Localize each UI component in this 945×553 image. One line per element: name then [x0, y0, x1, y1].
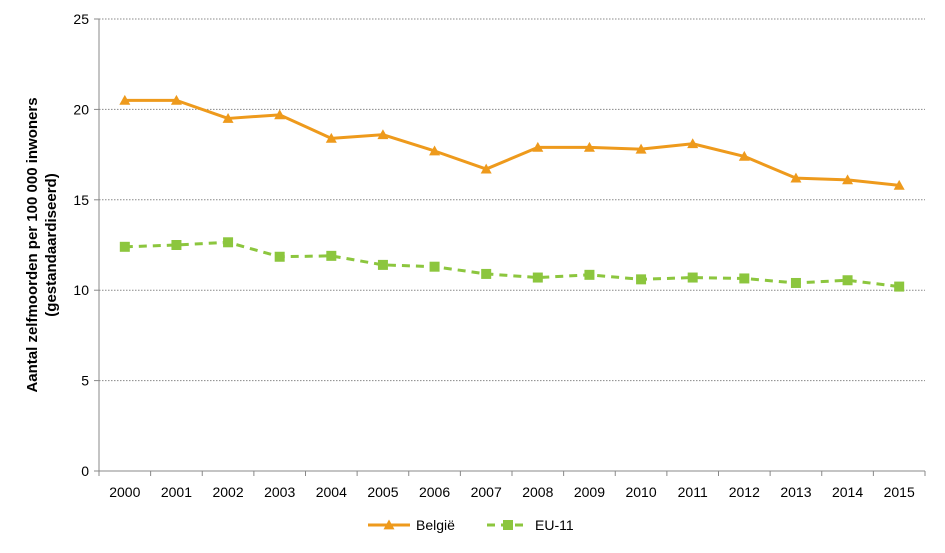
x-tick-label: 2014: [832, 484, 863, 500]
data-point-eu-11: [790, 277, 801, 288]
series-layer: [119, 94, 905, 292]
x-tick-label: 2000: [109, 484, 140, 500]
x-tick-label: 2004: [316, 484, 347, 500]
data-point-eu-11: [584, 269, 595, 280]
data-point-eu-11: [171, 240, 182, 250]
data-point-belgi-: [429, 145, 441, 156]
x-tick-label: 2013: [780, 484, 811, 500]
y-tick-label: 5: [81, 373, 89, 389]
y-tick-label: 15: [73, 192, 89, 208]
data-point-eu-11: [687, 272, 698, 283]
data-point-eu-11: [326, 250, 337, 261]
legend: België EU-11: [368, 517, 574, 533]
y-axis-label-line1: Aantal zelfmoorden per 100 000 inwoners: [24, 97, 41, 392]
x-tick-label: 2006: [419, 484, 450, 500]
data-point-belgi-: [635, 143, 647, 154]
x-tick-label: 2012: [729, 484, 760, 500]
y-tick-labels: 0 5 10 15 20 25: [73, 11, 89, 479]
y-tick-label: 0: [81, 463, 89, 479]
data-point-eu-11: [429, 261, 440, 272]
series-belgi-: [119, 94, 905, 190]
legend-label: EU-11: [535, 517, 574, 533]
data-point-eu-11: [223, 237, 234, 248]
data-point-eu-11: [481, 268, 492, 279]
data-point-belgi-: [480, 163, 492, 174]
x-tick-label: 2007: [471, 484, 502, 500]
data-point-belgi-: [893, 179, 905, 190]
data-point-belgi-: [119, 94, 131, 105]
data-point-belgi-: [842, 174, 854, 185]
x-tick-label: 2009: [574, 484, 605, 500]
data-point-belgi-: [687, 138, 699, 149]
legend-swatch-marker: [383, 519, 395, 530]
data-point-belgi-: [738, 150, 750, 161]
data-point-eu-11: [894, 281, 905, 292]
y-tick-label: 25: [73, 11, 89, 27]
data-point-eu-11: [739, 273, 750, 284]
x-tick-label: 2002: [212, 484, 243, 500]
x-tick-label: 2008: [522, 484, 553, 500]
data-point-eu-11: [377, 259, 388, 270]
gridlines: [99, 18, 925, 382]
x-tick-label: 2005: [367, 484, 398, 500]
legend-item-belgi-: België: [368, 517, 455, 533]
data-point-eu-11: [636, 274, 647, 285]
legend-swatch-marker: [503, 520, 513, 530]
legend-item-eu-11: EU-11: [487, 517, 574, 533]
data-point-belgi-: [170, 94, 182, 105]
y-axis-label-line2: (gestandaardiseerd): [43, 173, 60, 316]
x-tick-label: 2003: [264, 484, 295, 500]
data-point-belgi-: [532, 141, 544, 152]
x-tick-labels: 2000 2001 2002 2003 2004 2005 2006 2007 2008 2009…: [109, 484, 915, 500]
data-point-belgi-: [790, 172, 802, 183]
data-point-belgi-: [583, 141, 595, 152]
data-point-belgi-: [222, 112, 234, 123]
y-tick-label: 20: [73, 101, 89, 117]
data-point-eu-11: [842, 275, 853, 286]
data-point-belgi-: [274, 109, 286, 120]
x-tick-label: 2010: [625, 484, 656, 500]
data-point-eu-11: [119, 241, 130, 252]
y-tick-label: 10: [73, 282, 89, 298]
data-point-belgi-: [377, 129, 389, 140]
data-point-belgi-: [325, 132, 337, 143]
data-point-eu-11: [274, 251, 285, 262]
series-eu-11: [119, 237, 905, 292]
legend-label: België: [416, 517, 455, 533]
data-point-eu-11: [532, 272, 543, 283]
x-tick-label: 2015: [884, 484, 915, 500]
x-tick-label: 2001: [161, 484, 192, 500]
series-line-belgi-: [124, 98, 900, 187]
axes: [94, 18, 926, 476]
x-tick-label: 2011: [678, 484, 708, 500]
series-line-eu-11: [124, 240, 900, 289]
